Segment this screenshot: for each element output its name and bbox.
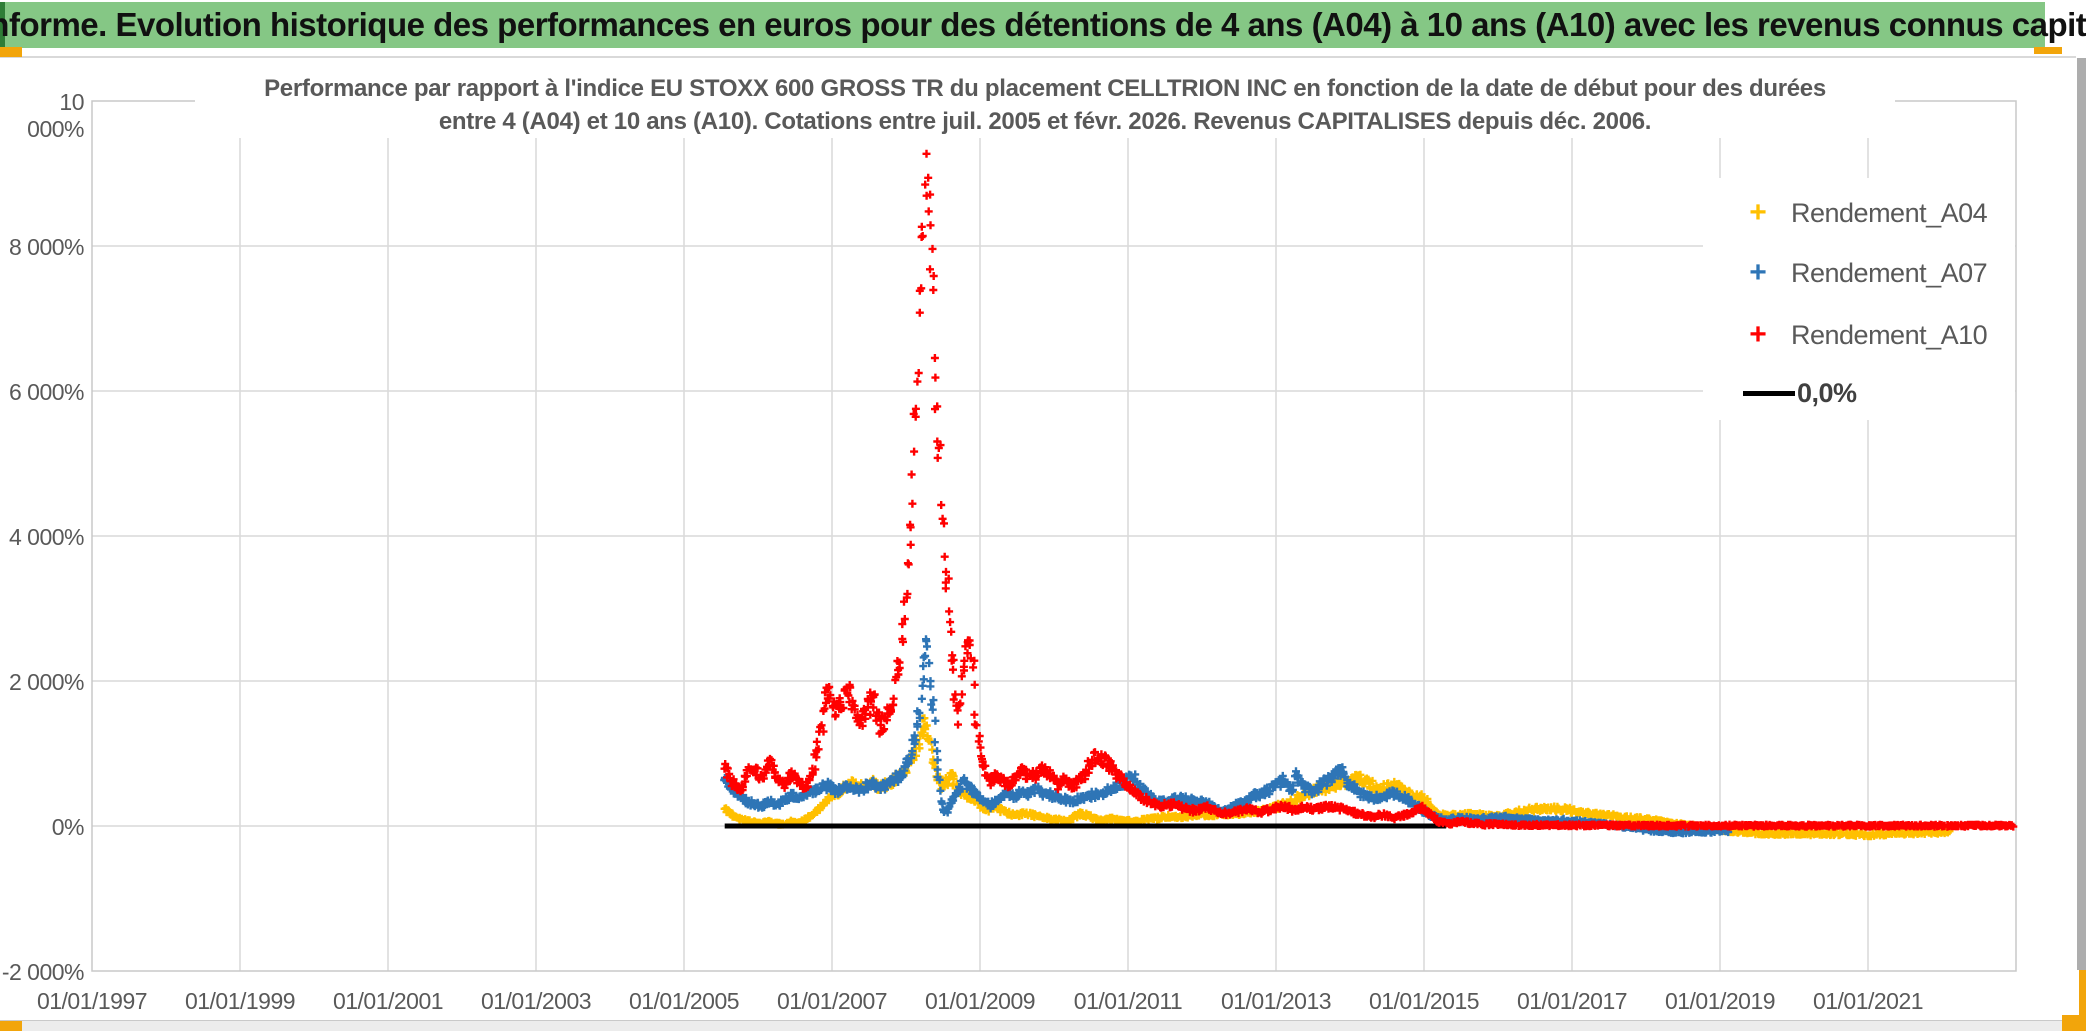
x-tick-label: 01/01/2005	[628, 988, 740, 1014]
legend-label: Rendement_A10	[1791, 319, 1988, 350]
x-tick-label: 01/01/1997	[36, 988, 148, 1014]
y-tick-label: 2 000%	[8, 669, 85, 695]
x-tick-label: 01/01/1999	[184, 988, 296, 1014]
bottom-status-strip	[0, 1020, 2086, 1031]
legend-plus-marker: +	[1749, 318, 1767, 351]
x-tick-label: 01/01/2003	[480, 988, 592, 1014]
legend-item-rendement_a04: + Rendement_A04	[1743, 196, 1987, 230]
legend-plus-marker: +	[1749, 256, 1767, 289]
legend-item-rendement_a10: + Rendement_A10	[1743, 318, 1987, 352]
series-markers-rendement_a10	[720, 149, 2018, 831]
header-banner: ADAM Informe. Evolution historique des p…	[0, 2, 2086, 48]
x-tick-label: 01/01/2001	[332, 988, 444, 1014]
x-tick-label: 01/01/2011	[1073, 988, 1183, 1014]
y-tick-label: 4 000%	[8, 524, 85, 550]
legend-label: Rendement_A07	[1791, 257, 1988, 288]
legend-label: 0,0%	[1797, 377, 1857, 408]
x-tick-label: 01/01/2007	[776, 988, 888, 1014]
selection-handle-top-left	[0, 47, 22, 57]
header-divider	[0, 56, 2076, 58]
chart-title: Performance par rapport à l'indice EU ST…	[195, 72, 1895, 138]
y-tick-label: 0%	[51, 814, 85, 840]
y-tick-label: 8 000%	[8, 234, 85, 260]
scrollbar-bottom-accent	[2079, 970, 2086, 1031]
legend-item-rendement_a07: + Rendement_A07	[1743, 256, 1987, 290]
x-tick-label: 01/01/2013	[1220, 988, 1332, 1014]
chart-title-line1: Performance par rapport à l'indice EU ST…	[264, 75, 1826, 102]
chart-legend: + Rendement_A04 + Rendement_A07 + Rendement_A…	[1703, 178, 2015, 420]
legend-plus-marker: +	[1749, 196, 1767, 229]
series-markers-rendement_a07	[720, 635, 1733, 838]
chart-title-line2: entre 4 (A04) et 10 ans (A10). Cotations…	[438, 108, 1652, 135]
vertical-scrollbar[interactable]	[2077, 58, 2086, 970]
selection-handle-top-right	[2034, 47, 2062, 54]
y-tick-label: 6 000%	[8, 379, 85, 405]
x-tick-label: 01/01/2019	[1664, 988, 1776, 1014]
y-tick-label: 10 000%	[27, 89, 84, 142]
legend-item-zero: 0,0%	[1743, 376, 1857, 410]
selection-handle-bottom-left	[0, 1021, 22, 1031]
legend-label: Rendement_A04	[1791, 197, 1988, 228]
legend-line-swatch	[1743, 378, 1795, 408]
header-title: ADAM Informe. Evolution historique des p…	[0, 6, 2086, 43]
y-tick-label: -2 000%	[1, 959, 85, 985]
x-tick-label: 01/01/2015	[1368, 988, 1480, 1014]
selection-handle-bottom-right	[2062, 1015, 2086, 1031]
x-tick-label: 01/01/2009	[924, 988, 1036, 1014]
x-tick-label: 01/01/2017	[1516, 988, 1628, 1014]
x-tick-label: 01/01/2021	[1812, 988, 1924, 1014]
